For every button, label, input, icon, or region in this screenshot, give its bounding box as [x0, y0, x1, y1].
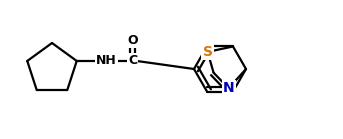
Text: C: C	[128, 54, 137, 67]
Text: NH: NH	[96, 54, 117, 67]
Text: S: S	[203, 45, 213, 59]
Text: N: N	[223, 81, 234, 95]
Text: O: O	[127, 34, 138, 47]
